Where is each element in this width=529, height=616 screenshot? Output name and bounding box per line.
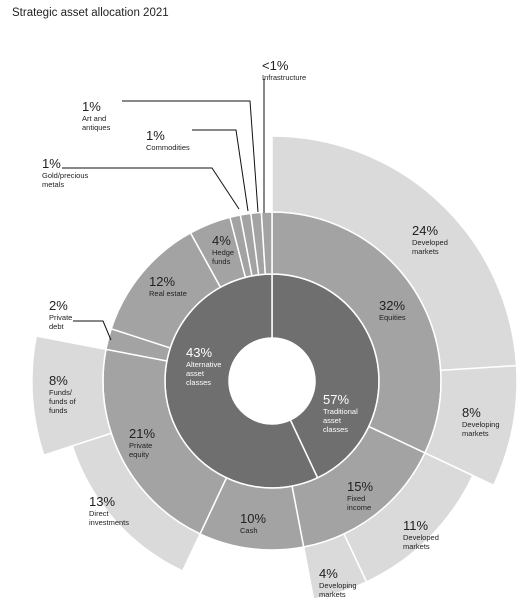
category-label-trad: classes <box>323 425 348 434</box>
value-label-alt: 43% <box>186 345 212 360</box>
value-label-eq-em: 8% <box>462 405 481 420</box>
category-label-art: antiques <box>82 123 111 132</box>
value-label-re: 12% <box>149 274 175 289</box>
category-label-art: Art and <box>82 114 106 123</box>
category-label-fi-dev: Developed <box>403 533 439 542</box>
category-label-hf: Hedge <box>212 248 234 257</box>
category-label-eq-dev: Developed <box>412 238 448 247</box>
category-label-eq-dev: markets <box>412 247 439 256</box>
labels: 43%Alternativeassetclasses57%Traditional… <box>42 58 500 599</box>
category-label-pe: equity <box>129 450 149 459</box>
category-label-alt: asset <box>186 369 205 378</box>
leader-line-art <box>122 100 259 213</box>
leader-line-gold <box>62 167 240 210</box>
category-label-infra: Infrastructure <box>262 73 306 82</box>
category-label-pe-funds: Funds/ <box>49 388 73 397</box>
value-label-infra: <1% <box>262 58 289 73</box>
category-label-pe-funds: funds <box>49 406 68 415</box>
category-label-gold: metals <box>42 180 64 189</box>
category-label-pe-funds: funds of <box>49 397 77 406</box>
middle-segment-infra <box>260 211 273 276</box>
outer-segment-eq-em <box>423 364 518 487</box>
value-label-gold: 1% <box>42 156 61 171</box>
category-label-pd: Private <box>49 313 72 322</box>
value-label-pd: 2% <box>49 298 68 313</box>
value-label-cash: 10% <box>240 511 266 526</box>
value-label-pe: 21% <box>129 426 155 441</box>
outer-segment-fi-em <box>302 532 368 600</box>
category-label-re: Real estate <box>149 289 187 298</box>
value-label-art: 1% <box>82 99 101 114</box>
category-label-alt: Alternative <box>186 360 221 369</box>
category-label-fixed: income <box>347 503 371 512</box>
category-label-pe-direct: Direct <box>89 509 110 518</box>
value-label-pe-funds: 8% <box>49 373 68 388</box>
chart-title: Strategic asset allocation 2021 <box>12 7 169 19</box>
value-label-fi-em: 4% <box>319 566 338 581</box>
category-label-trad: asset <box>323 416 342 425</box>
category-label-fi-em: Developing <box>319 581 357 590</box>
category-label-alt: classes <box>186 378 211 387</box>
value-label-hf: 4% <box>212 233 231 248</box>
category-label-trad: Traditional <box>323 407 358 416</box>
leader-line-comm <box>192 129 249 212</box>
category-label-pe: Private <box>129 441 152 450</box>
category-label-cash: Cash <box>240 526 258 535</box>
category-label-fixed: Fixed <box>347 494 365 503</box>
category-label-pd: debt <box>49 322 65 331</box>
category-label-hf: funds <box>212 257 231 266</box>
category-label-fi-em: markets <box>319 590 346 599</box>
value-label-fixed: 15% <box>347 479 373 494</box>
value-label-fi-dev: 11% <box>403 518 428 533</box>
value-label-equities: 32% <box>379 298 405 313</box>
category-label-equities: Equities <box>379 313 406 322</box>
category-label-eq-em: Developing <box>462 420 500 429</box>
value-label-comm: 1% <box>146 128 165 143</box>
category-label-comm: Commodities <box>146 143 190 152</box>
category-label-fi-dev: markets <box>403 542 430 551</box>
outer-segment-pe-funds <box>31 335 113 457</box>
category-label-pe-direct: investments <box>89 518 129 527</box>
segments <box>31 135 518 600</box>
leader-lines <box>62 79 265 341</box>
value-label-pe-direct: 13% <box>89 494 115 509</box>
value-label-trad: 57% <box>323 392 349 407</box>
value-label-eq-dev: 24% <box>412 223 438 238</box>
category-label-gold: Gold/precious <box>42 171 89 180</box>
leader-line-pd <box>73 320 112 341</box>
category-label-eq-em: markets <box>462 429 489 438</box>
outer-segment-eq-dev <box>271 135 518 372</box>
